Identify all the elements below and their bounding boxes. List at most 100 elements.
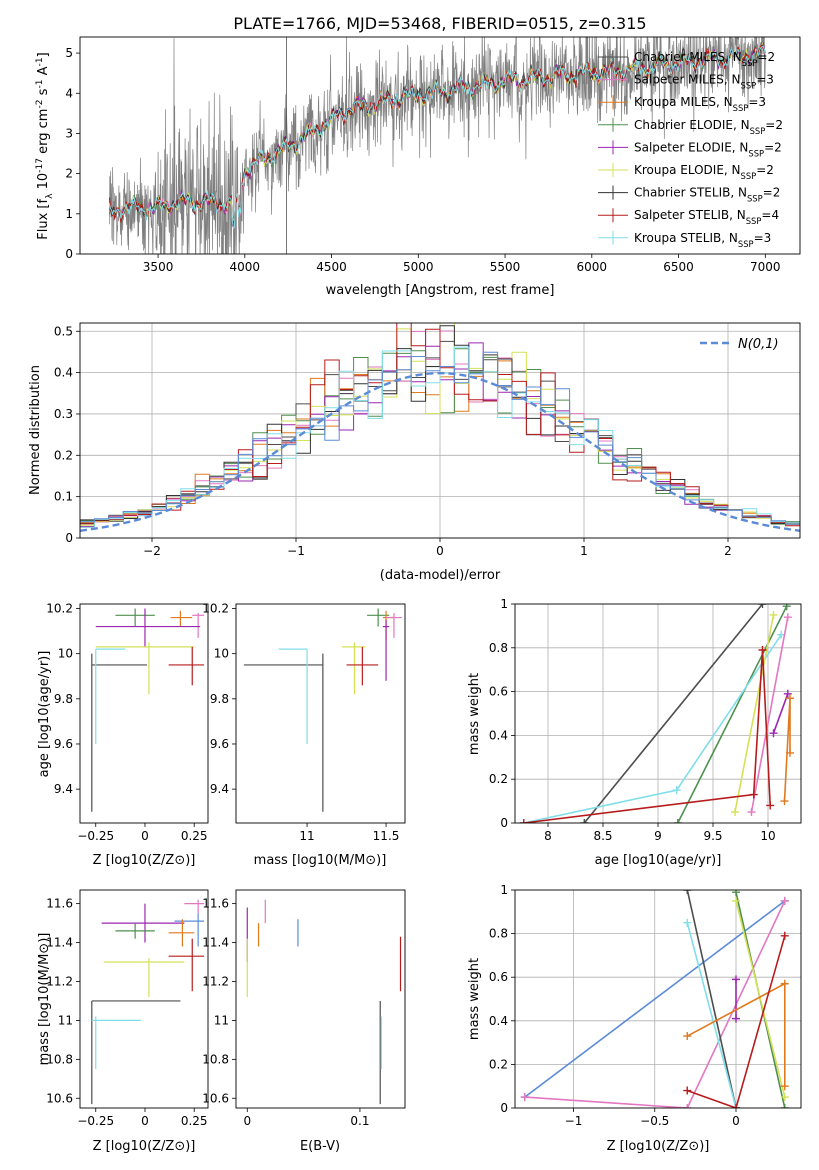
legend-entry: Chabrier MILES, NSSP=2: [634, 50, 775, 68]
weight-marker: [731, 808, 739, 817]
x-tick-label: −1: [565, 1114, 583, 1128]
x-tick-label: 0.25: [181, 1114, 208, 1128]
y-tick-label: 1: [500, 597, 508, 611]
y-tick-label: 0.8: [489, 927, 508, 941]
weight-marker: [747, 808, 756, 817]
weight-marker: [732, 1104, 740, 1108]
legend-entry: Salpeter ELODIE, NSSP=2: [634, 140, 782, 158]
weight-marker: [732, 975, 740, 984]
y-tick-label: 0: [500, 816, 508, 830]
x-tick-label: 10: [760, 829, 775, 843]
chart-spectrum: 3500 4000 4500 5000 5500 6000 6500 7000 0 1 2 3 4 5 wa…: [35, 36, 801, 298]
weight-line-8: [687, 935, 786, 1108]
weight-line-5: [735, 900, 786, 1098]
weight-marker: [673, 819, 682, 823]
weight-line-0: [524, 900, 786, 1098]
plot-area: [91, 608, 205, 812]
x-axis-label: mass [log10(M/M⊙)]: [254, 853, 387, 868]
y-tick-label: 11.2: [202, 974, 229, 988]
y-tick-label: 0.6: [489, 970, 508, 984]
chart-residuals: −2 −1 0 1 2 0 0.1 0.2 0.3 0.4 0.5 (data-model)/erro…: [28, 322, 801, 583]
x-tick-label: 2: [724, 544, 732, 558]
y-tick-label: 0.1: [54, 490, 73, 504]
legend-entry: Kroupa MILES, NSSP=3: [634, 95, 766, 113]
weight-marker: [766, 801, 775, 810]
plot-area: [515, 604, 801, 823]
x-tick-label: −1: [287, 544, 305, 558]
axes-frame: [235, 603, 406, 824]
x-tick-label: 0: [243, 1114, 251, 1128]
weight-marker: [683, 1032, 692, 1041]
legend-entry: Kroupa STELIB, NSSP=3: [634, 231, 771, 249]
figure-title: PLATE=1766, MJD=53468, FIBERID=0515, z=0…: [233, 14, 646, 33]
chart-weight_vs_Z: −1 −0.5 0 0 0.2 0.4 0.6 0.8 1 Z [log10(Z/Z⊙)] mass…: [467, 883, 802, 1154]
y-tick-label: 11: [58, 1013, 73, 1027]
y-tick-label: 5: [65, 46, 73, 60]
y-tick-label: 11.2: [46, 974, 73, 988]
weight-marker: [732, 890, 740, 897]
axes-frame: [79, 322, 801, 539]
weight-marker: [780, 1093, 789, 1102]
y-tick-label: 10.6: [202, 1091, 229, 1105]
legend-entry: Chabrier ELODIE, NSSP=2: [634, 118, 783, 136]
y-tick-label: 0.4: [489, 1014, 508, 1028]
weight-line-1: [524, 900, 786, 1108]
x-tick-label: 6500: [663, 260, 694, 274]
weight-marker: [758, 645, 767, 654]
axes-frame: [79, 603, 209, 824]
y-axis-label: mass weight: [467, 673, 482, 755]
axes-frame: [79, 36, 801, 255]
weight-marker: [683, 918, 692, 927]
y-tick-label: 0.8: [489, 641, 508, 655]
weight-marker: [786, 748, 794, 757]
y-tick-label: 1: [65, 207, 73, 221]
x-tick-label: 0: [141, 1114, 149, 1128]
weight-marker: [780, 896, 789, 905]
weight-marker: [783, 689, 792, 698]
weight-marker: [519, 819, 528, 823]
x-tick-label: −2: [143, 544, 161, 558]
weight-marker: [786, 694, 794, 703]
y-tick-label: 3: [65, 126, 73, 140]
weight-line-2: [686, 890, 737, 1108]
weight-marker: [732, 1014, 740, 1023]
plot-area: [515, 890, 801, 1108]
legend-entry: N(0,1): [738, 337, 779, 352]
chart-weight_vs_age: 8 8.5 9 9.5 10 0 0.2 0.4 0.6 0.8 1 age [log10(age/y…: [467, 597, 802, 868]
y-tick-label: 10: [58, 647, 73, 661]
x-tick-label: 5000: [403, 260, 434, 274]
x-tick-label: 4500: [316, 260, 347, 274]
axes-frame: [514, 889, 802, 1109]
weight-line-5: [772, 693, 789, 734]
x-tick-label: 0: [436, 544, 444, 558]
weight-marker: [683, 890, 692, 894]
y-axis-label: mass weight: [467, 958, 482, 1040]
x-tick-label: 9.5: [703, 829, 722, 843]
y-axis-label: Normed distribution: [28, 365, 43, 495]
y-tick-label: 10.6: [46, 1091, 73, 1105]
y-tick-label: 0: [500, 1101, 508, 1115]
weight-line-6: [783, 698, 791, 802]
weight-marker: [780, 1104, 789, 1108]
chart-mass_vs_Z: −0.25 0 0.25 10.6 10.8 11 11.2 11.4 11.6 Z [log10…: [37, 889, 209, 1154]
x-axis-label: Z [log10(Z/Z⊙)]: [93, 1139, 196, 1154]
x-tick-label: 11.5: [373, 829, 400, 843]
weight-marker: [782, 604, 791, 611]
y-tick-label: 10.8: [46, 1052, 73, 1066]
histogram-8: [80, 346, 800, 528]
weight-marker: [783, 613, 792, 622]
histogram-9: [80, 351, 800, 525]
y-tick-label: 0.5: [54, 324, 73, 338]
y-tick-label: 10.2: [46, 602, 73, 616]
x-tick-label: 11: [299, 829, 314, 843]
model-series-7: [109, 44, 766, 226]
y-tick-label: 0.3: [54, 407, 73, 421]
x-axis-label: Z [log10(Z/Z⊙)]: [607, 1139, 710, 1154]
plot-area: [246, 899, 402, 1105]
x-tick-label: 0.1: [350, 1114, 369, 1128]
y-tick-label: 11.4: [46, 936, 73, 950]
weight-marker: [780, 797, 789, 806]
axes-frame: [79, 889, 209, 1109]
weight-line-4: [750, 616, 789, 813]
x-axis-label: Z [log10(Z/Z⊙)]: [93, 853, 196, 868]
